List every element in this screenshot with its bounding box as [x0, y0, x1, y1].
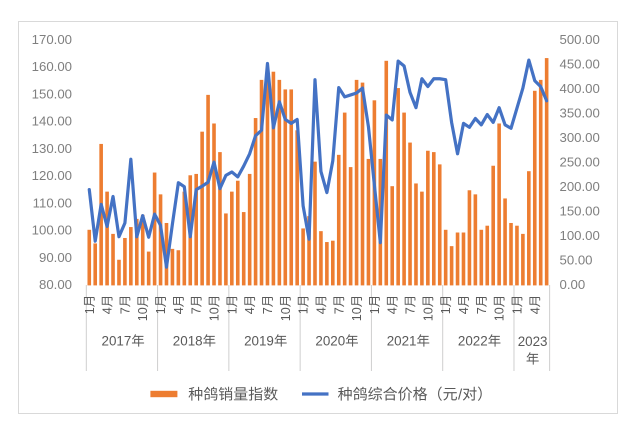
svg-text:450.00: 450.00 — [560, 56, 600, 71]
svg-text:/: / — [458, 386, 463, 403]
svg-text:500.00: 500.00 — [560, 32, 600, 47]
svg-text:4: 4 — [101, 307, 115, 314]
svg-text:2021: 2021 — [387, 334, 417, 349]
svg-text:130.00: 130.00 — [32, 141, 72, 156]
svg-text:4: 4 — [172, 307, 186, 314]
svg-text:2023: 2023 — [518, 334, 548, 349]
svg-text:200.00: 200.00 — [560, 179, 600, 194]
svg-text:2019: 2019 — [244, 334, 274, 349]
svg-text:1: 1 — [297, 307, 311, 314]
svg-text:7: 7 — [404, 307, 418, 314]
svg-text:250.00: 250.00 — [560, 154, 600, 169]
svg-text:350.00: 350.00 — [560, 105, 600, 120]
svg-text:0.00: 0.00 — [560, 277, 586, 292]
svg-text:10: 10 — [279, 307, 293, 321]
svg-text:1: 1 — [368, 307, 382, 314]
svg-text:110.00: 110.00 — [33, 195, 72, 210]
svg-text:1: 1 — [225, 307, 239, 314]
svg-text:7: 7 — [475, 307, 489, 314]
svg-text:100.00: 100.00 — [32, 223, 72, 238]
svg-text:50.00: 50.00 — [560, 253, 593, 268]
svg-text:10: 10 — [350, 307, 364, 321]
svg-text:2018: 2018 — [173, 334, 203, 349]
svg-text:2022: 2022 — [458, 334, 488, 349]
svg-text:10: 10 — [136, 307, 150, 321]
svg-text:10: 10 — [421, 307, 435, 321]
svg-text:7: 7 — [190, 307, 204, 314]
svg-text:1: 1 — [154, 307, 168, 314]
svg-text:170.00: 170.00 — [32, 32, 72, 47]
svg-text:7: 7 — [332, 307, 346, 314]
svg-text:300.00: 300.00 — [560, 130, 600, 145]
svg-text:1: 1 — [510, 307, 524, 314]
svg-text:150.00: 150.00 — [32, 86, 72, 101]
svg-text:7: 7 — [261, 307, 275, 314]
svg-text:2017: 2017 — [102, 334, 132, 349]
svg-text:2020: 2020 — [315, 334, 345, 349]
svg-text:4: 4 — [386, 307, 400, 314]
svg-text:120.00: 120.00 — [32, 168, 72, 183]
svg-text:90.00: 90.00 — [39, 250, 72, 265]
svg-text:100.00: 100.00 — [560, 228, 600, 243]
svg-text:150.00: 150.00 — [560, 203, 600, 218]
svg-text:140.00: 140.00 — [32, 114, 72, 129]
svg-text:1: 1 — [83, 307, 97, 314]
svg-text:80.00: 80.00 — [39, 277, 72, 292]
svg-text:7: 7 — [118, 307, 132, 314]
svg-text:4: 4 — [314, 307, 328, 314]
svg-text:4: 4 — [243, 307, 257, 314]
svg-text:4: 4 — [528, 307, 542, 314]
svg-text:160.00: 160.00 — [32, 59, 72, 74]
svg-text:1: 1 — [439, 307, 453, 314]
svg-text:400.00: 400.00 — [560, 81, 600, 96]
svg-text:10: 10 — [493, 307, 507, 321]
svg-text:10: 10 — [208, 307, 222, 321]
svg-text:4: 4 — [457, 307, 471, 314]
